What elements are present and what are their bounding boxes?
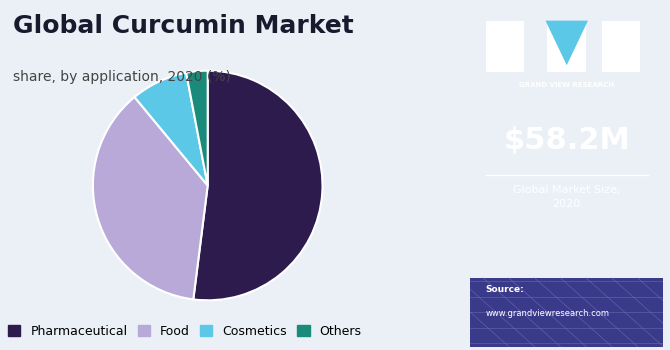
Text: www.grandviewresearch.com: www.grandviewresearch.com: [486, 309, 610, 318]
Text: Global Market Size,
2020: Global Market Size, 2020: [513, 185, 620, 209]
Wedge shape: [135, 73, 208, 186]
Wedge shape: [186, 71, 208, 186]
Legend: Pharmaceutical, Food, Cosmetics, Others: Pharmaceutical, Food, Cosmetics, Others: [3, 320, 366, 343]
Text: GRAND VIEW RESEARCH: GRAND VIEW RESEARCH: [519, 82, 614, 89]
FancyBboxPatch shape: [486, 21, 524, 72]
Text: share, by application, 2020 (%): share, by application, 2020 (%): [13, 70, 231, 84]
Text: Global Curcumin Market: Global Curcumin Market: [13, 14, 354, 38]
Wedge shape: [194, 71, 322, 300]
Text: $58.2M: $58.2M: [503, 126, 630, 155]
FancyBboxPatch shape: [470, 278, 663, 346]
FancyBboxPatch shape: [602, 21, 640, 72]
Polygon shape: [545, 21, 588, 65]
Text: Source:: Source:: [486, 285, 525, 294]
FancyBboxPatch shape: [547, 21, 586, 72]
Wedge shape: [93, 97, 208, 299]
